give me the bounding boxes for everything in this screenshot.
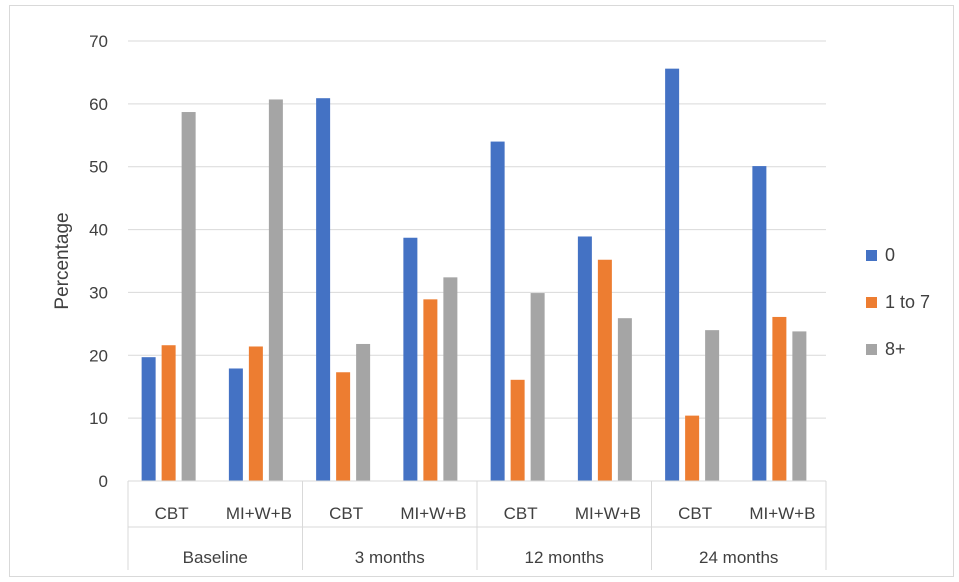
- x-category-label: MI+W+B: [575, 504, 641, 523]
- gridlines: [128, 40, 826, 419]
- bar-0: [141, 357, 156, 481]
- y-tick-label: 0: [99, 472, 108, 491]
- bar-1-to-7: [510, 379, 525, 481]
- legend-label: 1 to 7: [885, 292, 930, 312]
- x-category-label: MI+W+B: [400, 504, 466, 523]
- x-group-label: 3 months: [355, 548, 425, 567]
- chart-frame: [9, 5, 954, 577]
- bar-1-to-7: [772, 316, 787, 481]
- x-category-label: CBT: [504, 504, 538, 523]
- bar-0: [577, 236, 592, 481]
- y-axis-ticks: 0 10 20 30 40 50 60 70: [89, 32, 108, 491]
- legend-label: 0: [885, 245, 895, 265]
- y-axis-label: Percentage: [52, 212, 73, 309]
- x-category-label: CBT: [329, 504, 363, 523]
- x-category-label: MI+W+B: [226, 504, 292, 523]
- x-axis: CBT MI+W+B Baseline CBT MI+W+B 3 months CBT MI+…: [127, 480, 827, 570]
- bar-8plus: [443, 277, 458, 481]
- x-category-label: CBT: [678, 504, 712, 523]
- bar-8plus: [530, 293, 545, 481]
- bar-8plus: [792, 331, 807, 481]
- bar-1-to-7: [597, 259, 612, 481]
- bars: [141, 68, 807, 482]
- x-category-label: MI+W+B: [749, 504, 815, 523]
- bar-1-to-7: [685, 415, 700, 481]
- bar-1-to-7: [336, 372, 351, 481]
- bar-8plus: [617, 318, 632, 481]
- bar-1-to-7: [423, 299, 438, 481]
- legend-label: 8+: [885, 339, 906, 359]
- bar-0: [228, 368, 243, 481]
- bar-0: [316, 98, 331, 481]
- bar-0: [403, 237, 418, 481]
- y-tick-label: 40: [89, 221, 108, 240]
- legend-swatch: [866, 297, 877, 308]
- legend-swatch: [866, 250, 877, 261]
- bar-8plus: [356, 343, 371, 481]
- bar-1-to-7: [161, 345, 176, 481]
- legend: 0 1 to 7 8+: [866, 245, 930, 359]
- bar-0: [665, 68, 680, 482]
- x-group-label: Baseline: [183, 548, 248, 567]
- y-tick-label: 30: [89, 283, 108, 302]
- x-group-label: 24 months: [699, 548, 778, 567]
- y-tick-label: 50: [89, 158, 108, 177]
- bar-8plus: [181, 112, 196, 482]
- legend-swatch: [866, 344, 877, 355]
- bar-8plus: [268, 99, 283, 481]
- bar-1-to-7: [248, 346, 263, 481]
- y-tick-label: 70: [89, 32, 108, 51]
- x-category-label: CBT: [155, 504, 189, 523]
- x-group-label: 12 months: [525, 548, 604, 567]
- y-tick-label: 10: [89, 409, 108, 428]
- y-tick-label: 20: [89, 346, 108, 365]
- y-tick-label: 60: [89, 95, 108, 114]
- bar-0: [752, 166, 767, 482]
- bar-8plus: [705, 330, 720, 481]
- bar-0: [490, 141, 505, 482]
